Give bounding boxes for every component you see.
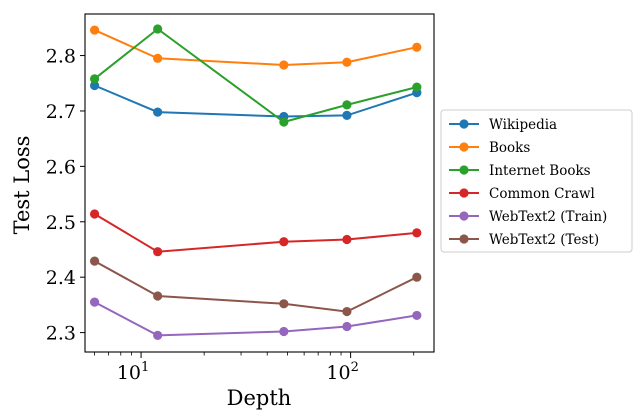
legend-label: WebText2 (Train) [489, 209, 607, 225]
data-point [342, 321, 352, 332]
data-point [342, 100, 352, 110]
data-point [279, 237, 289, 247]
legend-item: Common Crawl [449, 186, 595, 202]
series-line [94, 301, 417, 337]
series-books [89, 25, 422, 70]
y-tick-label: 2.6 [46, 156, 76, 178]
series-line [94, 260, 418, 313]
data-point [412, 42, 422, 52]
legend-label: Books [489, 140, 530, 156]
legend-marker [459, 165, 469, 175]
y-tick-label: 2.7 [46, 101, 76, 123]
data-point [342, 57, 352, 67]
data-point [412, 228, 422, 238]
legend-label: WebText2 (Test) [489, 232, 599, 248]
data-point [153, 291, 163, 301]
data-point [153, 24, 163, 34]
data-point [89, 74, 100, 84]
y-tick-label: 2.5 [46, 212, 76, 234]
legend-label: Wikipedia [489, 117, 557, 133]
data-point [153, 53, 163, 63]
legend-label: Common Crawl [489, 186, 595, 202]
series-webtext2-test [89, 256, 422, 317]
x-tick-label: 102 [326, 360, 358, 384]
legend-marker [459, 188, 469, 198]
data-point [279, 60, 289, 70]
legend-item: WebText2 (Test) [449, 232, 599, 248]
data-point [89, 209, 100, 219]
data-point [89, 25, 100, 35]
x-tick-label: 101 [117, 360, 149, 384]
y-tick-label: 2.3 [46, 323, 76, 345]
legend-box [440, 109, 633, 253]
data-point [89, 256, 100, 266]
data-point [89, 80, 100, 91]
plot-frame [84, 13, 435, 353]
y-axis-label: Test Loss [10, 136, 34, 235]
series-common-crawl [89, 209, 422, 257]
data-point [153, 330, 163, 340]
legend-item: Wikipedia [449, 117, 557, 133]
legend-marker [459, 142, 469, 152]
data-point [412, 82, 422, 92]
data-point [342, 234, 352, 245]
data-point [279, 299, 289, 309]
legend-marker [459, 234, 469, 244]
legend-marker [459, 119, 469, 129]
data-point [89, 297, 100, 307]
legend-marker [459, 211, 469, 221]
series-line [94, 213, 417, 253]
legend-item: WebText2 (Train) [449, 209, 607, 225]
series-line [94, 29, 418, 67]
series-internet-books [89, 24, 422, 127]
y-tick-label: 2.8 [46, 46, 76, 68]
legend-item: Internet Books [449, 163, 591, 179]
legend-label: Internet Books [489, 163, 591, 179]
y-tick-label: 2.4 [46, 267, 76, 289]
legend: Wikipedia Books Internet Books Common Crawl… [440, 109, 633, 253]
data-point [342, 110, 352, 120]
data-point [342, 306, 352, 317]
data-point [153, 247, 163, 257]
data-point [412, 272, 422, 282]
data-point [153, 107, 163, 117]
data-point [279, 117, 289, 127]
x-axis-label: Depth [227, 386, 292, 410]
series-webtext2-train [89, 297, 422, 340]
legend-item: Books [449, 140, 530, 156]
data-point [279, 326, 289, 337]
data-point [412, 310, 422, 321]
